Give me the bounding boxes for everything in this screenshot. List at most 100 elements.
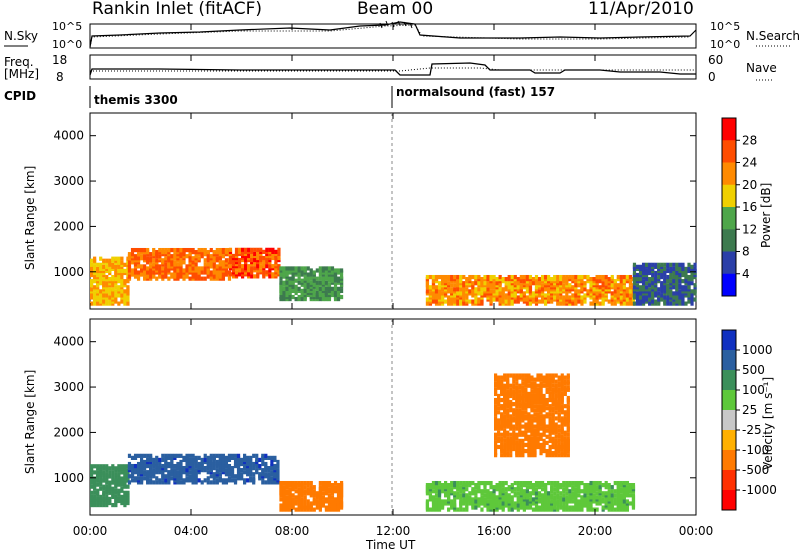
velocity-cell	[494, 416, 498, 421]
velocity-cell	[551, 436, 555, 441]
velocity-cell	[333, 480, 338, 486]
velocity-cell	[333, 497, 338, 502]
power-cell	[158, 268, 162, 273]
velocity-cell	[525, 501, 530, 506]
power-cell	[583, 287, 587, 292]
velocity-colorbar-swatch	[722, 350, 736, 371]
velocity-cell	[447, 507, 451, 512]
velocity-cell	[498, 503, 502, 508]
velocity-cell	[243, 453, 247, 458]
power-cell	[300, 266, 304, 271]
velocity-cell	[571, 480, 575, 486]
velocity-cell	[550, 480, 554, 486]
velocity-cell	[560, 373, 564, 378]
velocity-cell	[428, 507, 433, 512]
velocity-cell	[437, 497, 442, 502]
power-cell	[540, 295, 545, 300]
velocity-cell	[565, 505, 569, 510]
velocity-cell	[96, 470, 100, 475]
velocity-cell	[136, 453, 141, 458]
power-cell	[324, 270, 329, 275]
velocity-cell	[483, 497, 487, 502]
power-cell	[143, 247, 147, 253]
velocity-cell	[188, 457, 192, 463]
power-cell	[327, 266, 332, 271]
power-cell	[105, 301, 109, 306]
velocity-cell	[530, 418, 534, 423]
power-cell	[434, 285, 439, 290]
power-cell	[641, 262, 646, 267]
power-cell	[628, 293, 633, 298]
velocity-cell	[571, 505, 575, 510]
velocity-cell	[450, 480, 454, 486]
power-cell	[628, 274, 633, 280]
velocity-cell	[102, 490, 106, 495]
power-cell	[453, 274, 457, 280]
power-cell	[215, 247, 219, 253]
velocity-cell	[613, 497, 617, 502]
velocity-cell	[545, 387, 549, 392]
velocity-cell	[90, 490, 94, 495]
velocity-cell	[143, 453, 147, 458]
power-cell	[622, 295, 626, 300]
velocity-cell	[176, 453, 180, 458]
velocity-cell	[530, 397, 534, 403]
velocity-cell	[434, 493, 439, 498]
power-cell	[155, 250, 159, 255]
nave-label: Nave	[746, 61, 777, 75]
velocity-cell	[96, 488, 100, 493]
velocity-cell	[554, 393, 558, 399]
power-cell	[625, 301, 630, 306]
velocity-cell	[556, 507, 560, 512]
velocity-cell	[315, 491, 319, 496]
velocity-cell	[540, 493, 545, 498]
velocity-cell	[557, 453, 561, 458]
velocity-cell	[610, 493, 614, 498]
velocity-cell	[495, 499, 499, 504]
power-cell	[282, 286, 286, 291]
velocity-cell	[528, 491, 533, 496]
velocity-cell	[203, 453, 207, 458]
power-cell	[574, 274, 578, 280]
power-cell	[215, 264, 219, 269]
power-cell	[102, 277, 106, 282]
power-cell	[123, 268, 127, 274]
velocity-cell	[631, 483, 636, 488]
velocity-cell	[279, 503, 283, 508]
velocity-cell	[548, 444, 552, 450]
power-cell	[108, 266, 112, 272]
velocity-cell	[306, 503, 310, 508]
power-cell	[173, 247, 177, 253]
power-cell	[486, 281, 490, 286]
velocity-cell	[519, 503, 523, 508]
velocity-cell	[327, 499, 332, 504]
velocity-cell	[516, 485, 520, 490]
velocity-cell	[586, 495, 590, 500]
power-cell	[203, 262, 207, 267]
power-cell	[130, 247, 135, 253]
velocity-cell	[450, 487, 454, 492]
x-tick-label: 16:00	[477, 524, 512, 538]
velocity-cell	[431, 489, 436, 494]
velocity-cell	[330, 495, 335, 500]
power-cell	[632, 262, 637, 267]
velocity-cell	[434, 497, 439, 502]
power-cell	[303, 276, 307, 281]
velocity-cell	[105, 484, 109, 489]
velocity-cell	[258, 463, 262, 469]
velocity-cell	[522, 489, 526, 494]
power-cell	[259, 247, 263, 252]
power-cell	[601, 274, 605, 280]
freq-panel: Freq. [MHz] 18 8 60 0 Nave	[4, 53, 777, 84]
power-cell	[522, 274, 526, 280]
velocity-cell	[589, 485, 593, 490]
power-cell	[228, 272, 233, 277]
power-cell	[277, 251, 281, 257]
power-cell	[271, 272, 275, 277]
velocity-cell	[509, 399, 513, 405]
power-colorbar-tick-label: 16	[742, 200, 757, 214]
velocity-cell	[537, 491, 542, 496]
power-cell	[528, 301, 533, 306]
velocity-cell	[619, 493, 623, 498]
power-cell	[607, 277, 611, 282]
